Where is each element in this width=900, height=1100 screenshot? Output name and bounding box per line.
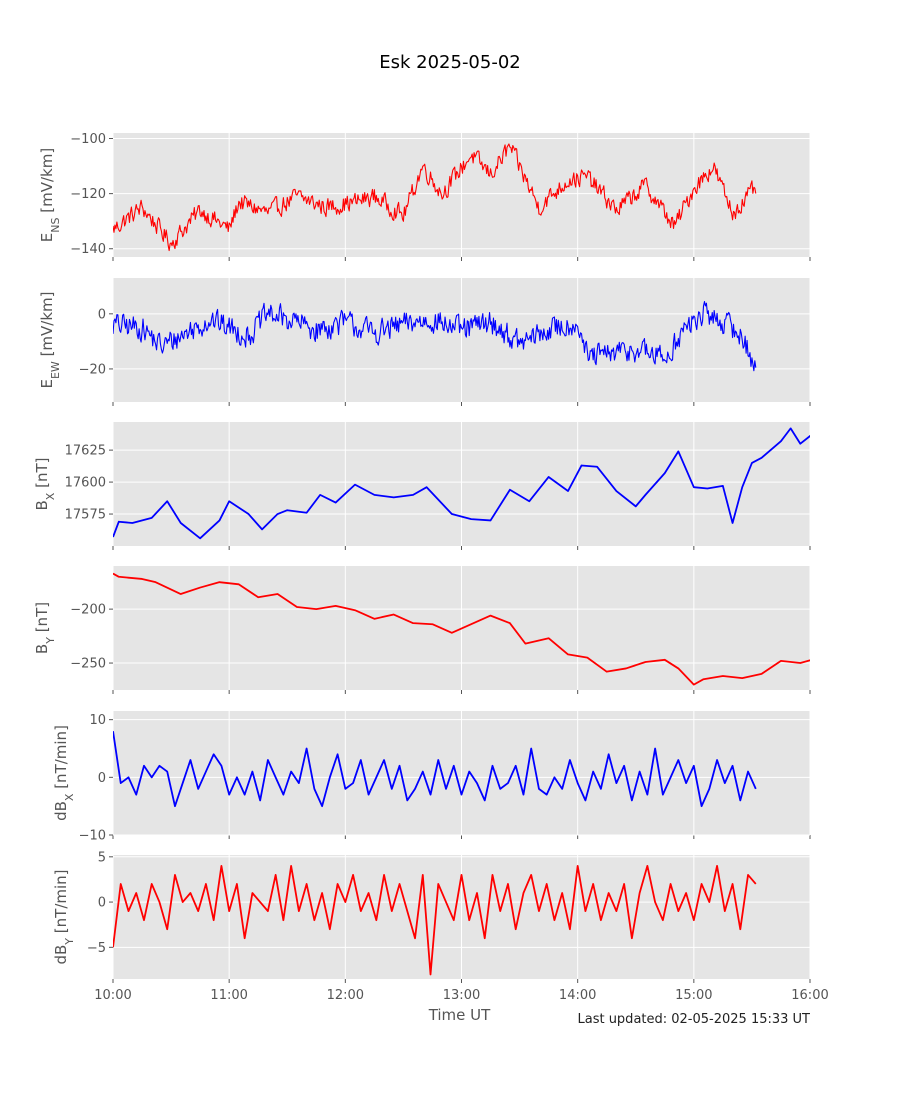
- y-axis-label-main: B: [33, 500, 51, 510]
- y-axis-label-unit: [mV/km]: [38, 291, 56, 361]
- y-tick-label: −100: [70, 132, 106, 147]
- y-axis-label-unit: [nT]: [33, 602, 51, 637]
- series-line: [113, 143, 757, 252]
- panel-1: −140 −120 −100 ENS [mV/km]: [38, 132, 811, 261]
- y-tick-label: 0: [98, 771, 106, 786]
- y-axis-label-main: E: [38, 233, 56, 242]
- y-axis-label-sub: NS: [49, 217, 62, 232]
- series-line: [113, 731, 757, 808]
- y-axis-label-sub: X: [44, 492, 57, 500]
- panel-3: 17575 17600 17625 BX [nT]: [33, 422, 811, 550]
- series-line: [113, 301, 757, 372]
- y-axis-label: dBY [nT/min]: [52, 869, 76, 964]
- y-axis-label-sub: Y: [44, 637, 57, 645]
- panel-5: −10 0 10 dBX [nT/min]: [52, 711, 811, 844]
- y-axis-label-sub: Y: [63, 938, 76, 946]
- x-tick-label: 16:00: [791, 988, 828, 1003]
- y-axis-label-unit: [nT/min]: [52, 869, 70, 937]
- y-axis-label-unit: [nT/min]: [52, 725, 70, 793]
- series-line: [113, 864, 757, 976]
- y-axis-label: dBX [nT/min]: [52, 725, 76, 821]
- y-axis-label: BY [nT]: [33, 602, 57, 654]
- y-tick-label: 17575: [65, 508, 106, 523]
- series-line: [113, 427, 810, 540]
- last-updated-note: Last updated: 02-05-2025 15:33 UT: [577, 1012, 810, 1027]
- x-tick-label: 11:00: [210, 988, 247, 1003]
- y-axis-label-main: dB: [52, 945, 70, 965]
- y-tick-label: 5: [98, 850, 106, 865]
- y-tick-label: −200: [70, 603, 106, 618]
- y-axis-label: ENS [mV/km]: [38, 148, 62, 242]
- y-axis-label-main: dB: [52, 801, 70, 821]
- x-tick-label: 15:00: [675, 988, 712, 1003]
- y-tick-label: 17600: [65, 476, 106, 491]
- x-axis-label: Time UT: [428, 1006, 491, 1024]
- x-tick-label: 12:00: [327, 988, 364, 1003]
- y-tick-label: −5: [87, 941, 106, 956]
- y-axis-label-main: E: [38, 379, 56, 388]
- y-tick-label: −250: [70, 657, 106, 672]
- y-tick-label: −20: [79, 362, 106, 377]
- y-axis-label-unit: [mV/km]: [38, 148, 56, 218]
- y-axis-label-main: B: [33, 644, 51, 654]
- y-axis-label-unit: [nT]: [33, 458, 51, 493]
- panel-6: −5 0 5 dBY [nT/min]: [52, 850, 811, 983]
- y-tick-label: 10: [89, 713, 106, 728]
- y-tick-label: 0: [98, 307, 106, 322]
- chart-title: Esk 2025-05-02: [379, 52, 521, 73]
- y-axis-label: EEW [mV/km]: [38, 291, 62, 388]
- y-tick-label: 17625: [65, 444, 106, 459]
- y-tick-label: −10: [79, 829, 106, 844]
- panel-4: −250 −200 BY [nT]: [33, 566, 811, 694]
- x-tick-label: 14:00: [559, 988, 596, 1003]
- x-tick-label: 13:00: [443, 988, 480, 1003]
- y-axis-label-sub: EW: [49, 361, 62, 379]
- y-tick-label: −140: [70, 242, 106, 257]
- y-axis-label-sub: X: [63, 793, 76, 801]
- y-tick-label: −120: [70, 187, 106, 202]
- y-tick-label: 0: [98, 896, 106, 911]
- panel-2: −20 0 EEW [mV/km]: [38, 278, 811, 406]
- x-tick-label: 10:00: [94, 988, 131, 1003]
- y-axis-label: BX [nT]: [33, 458, 57, 511]
- series-line: [113, 572, 810, 686]
